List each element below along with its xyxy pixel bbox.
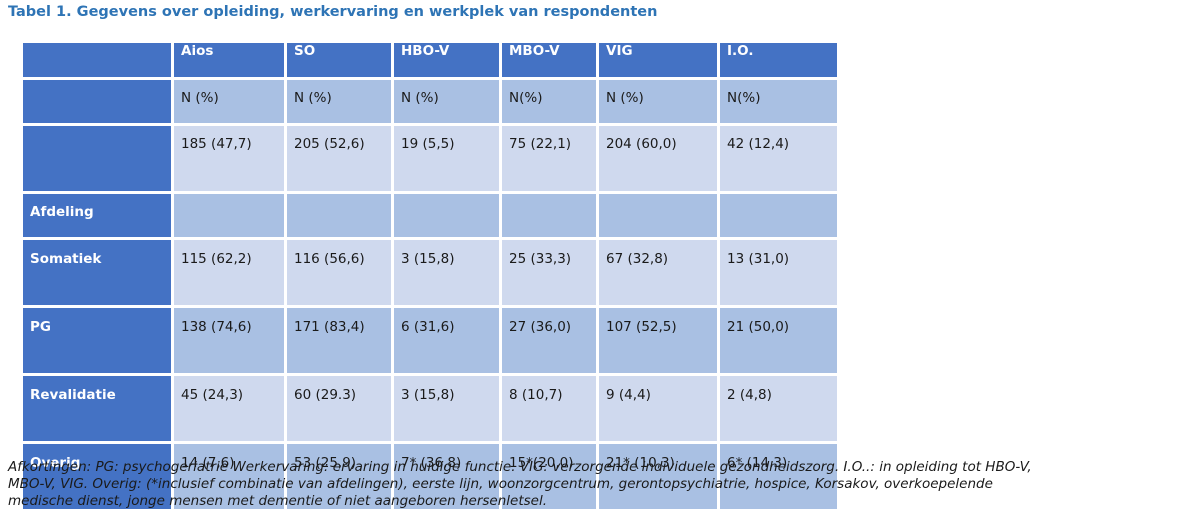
column-header-vig: VIG: [599, 43, 720, 80]
row-label: Overig: [23, 444, 174, 509]
table-cell: 15*(20,0): [502, 444, 599, 509]
totals-cell: 19 (5,5): [394, 126, 502, 194]
table-cell: 171 (83,4): [287, 308, 394, 376]
footnote-line: Afkortingen: PG: psychogeriatrie Werkerv…: [8, 459, 1032, 475]
table-cell: 107 (52,5): [599, 308, 720, 376]
table-cell: 13 (31,0): [720, 240, 837, 308]
empty-cell: [287, 194, 394, 240]
table-cell: 2 (4,8): [720, 376, 837, 444]
table-cell: 60 (29.3): [287, 376, 394, 444]
table-cell: 45 (24,3): [174, 376, 287, 444]
unit-cell: N(%): [502, 80, 599, 126]
unit-cell: N (%): [394, 80, 502, 126]
respondents-table: Aios SO HBO-V MBO-V VIG I.O. N (%) N (%)…: [23, 43, 837, 509]
table-cell: 25 (33,3): [502, 240, 599, 308]
totals-cell: 204 (60,0): [599, 126, 720, 194]
table-cell: 8 (10,7): [502, 376, 599, 444]
empty-cell: [502, 194, 599, 240]
table-cell: 27 (36,0): [502, 308, 599, 376]
section-row-afdeling: Afdeling: [23, 194, 837, 240]
column-header-so: SO: [287, 43, 394, 80]
unit-cell: N (%): [287, 80, 394, 126]
column-header-row: Aios SO HBO-V MBO-V VIG I.O.: [23, 43, 837, 80]
totals-cell: 42 (12,4): [720, 126, 837, 194]
empty-cell: [394, 194, 502, 240]
table-row-pg: PG 138 (74,6) 171 (83,4) 6 (31,6) 27 (36…: [23, 308, 837, 376]
section-label: Afdeling: [23, 194, 174, 240]
table-row-overig: Overig 14 (7,6) 53 (25,9) 7* (36,8) 15*(…: [23, 444, 837, 509]
table-cell: 115 (62,2): [174, 240, 287, 308]
totals-cell: 205 (52,6): [287, 126, 394, 194]
totals-row: 185 (47,7) 205 (52,6) 19 (5,5) 75 (22,1)…: [23, 126, 837, 194]
table-cell: 116 (56,6): [287, 240, 394, 308]
unit-row-label: [23, 80, 174, 126]
column-header-hbo-v: HBO-V: [394, 43, 502, 80]
table-footnote: Afkortingen: PG: psychogeriatrie Werkerv…: [8, 459, 1198, 510]
table-cell: 7* (36,8): [394, 444, 502, 509]
empty-cell: [720, 194, 837, 240]
table-cell: 3 (15,8): [394, 240, 502, 308]
empty-cell: [599, 194, 720, 240]
table-row-revalidatie: Revalidatie 45 (24,3) 60 (29.3) 3 (15,8)…: [23, 376, 837, 444]
table-cell: 53 (25,9): [287, 444, 394, 509]
footnote-line: MBO-V, VIG. Overig: (*inclusief combinat…: [8, 476, 993, 492]
unit-row: N (%) N (%) N (%) N(%) N (%) N(%): [23, 80, 837, 126]
table-cell: 21* (10,3): [599, 444, 720, 509]
table-caption: Tabel 1. Gegevens over opleiding, werker…: [8, 4, 658, 20]
table-cell: 6 (31,6): [394, 308, 502, 376]
column-header-aios: Aios: [174, 43, 287, 80]
empty-cell: [174, 194, 287, 240]
table-cell: 6* (14,3): [720, 444, 837, 509]
unit-cell: N (%): [599, 80, 720, 126]
table-cell: 67 (32,8): [599, 240, 720, 308]
table-cell: 3 (15,8): [394, 376, 502, 444]
row-label: PG: [23, 308, 174, 376]
footnote-line: medische dienst, jonge mensen met dement…: [8, 493, 548, 509]
totals-row-label: [23, 126, 174, 194]
totals-cell: 75 (22,1): [502, 126, 599, 194]
column-header-mbo-v: MBO-V: [502, 43, 599, 80]
table-row-somatiek: Somatiek 115 (62,2) 116 (56,6) 3 (15,8) …: [23, 240, 837, 308]
table-cell: 14 (7,6): [174, 444, 287, 509]
totals-cell: 185 (47,7): [174, 126, 287, 194]
row-label: Revalidatie: [23, 376, 174, 444]
table-cell: 138 (74,6): [174, 308, 287, 376]
row-label: Somatiek: [23, 240, 174, 308]
column-header-io: I.O.: [720, 43, 837, 80]
table-cell: 21 (50,0): [720, 308, 837, 376]
unit-cell: N (%): [174, 80, 287, 126]
header-corner-cell: [23, 43, 174, 80]
unit-cell: N(%): [720, 80, 837, 126]
table-cell: 9 (4,4): [599, 376, 720, 444]
